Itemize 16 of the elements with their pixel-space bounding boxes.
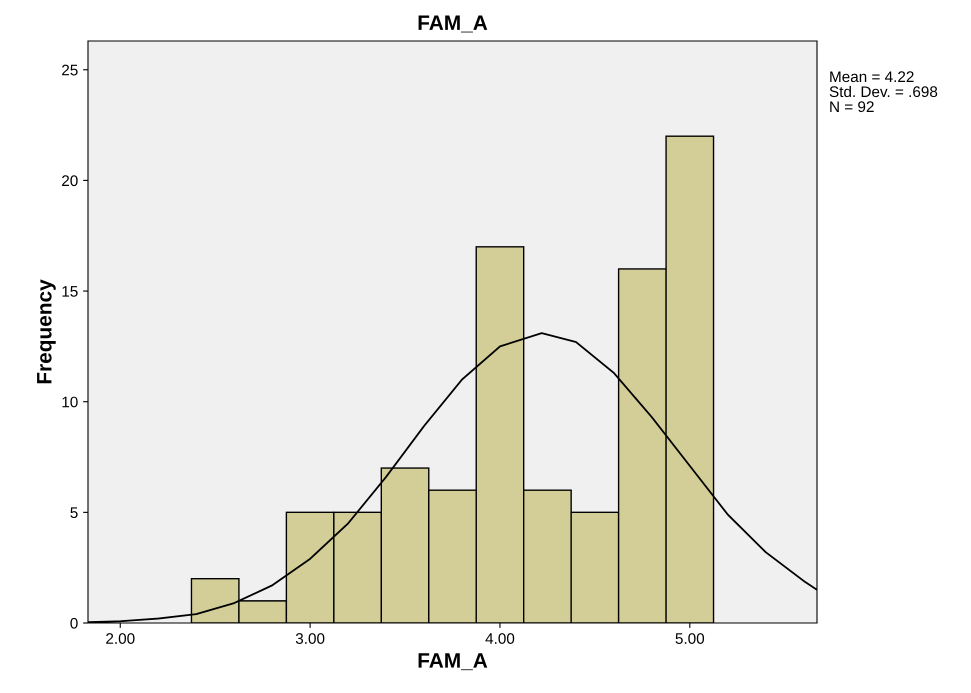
y-tick-label: 10 [62,396,78,408]
x-tick-label: 5.00 [676,633,704,644]
text: N = 92 [830,101,874,112]
chart-title: FAM_A [418,16,488,32]
y-tick-label: 0 [70,618,78,629]
y-tick-label: 15 [62,286,78,297]
y-tick-label: 20 [62,175,78,186]
text: Std. Dev. = .698 [830,86,938,98]
x-tick-label: 3.00 [296,633,324,644]
x-axis-title: FAM_A [418,653,488,670]
y-axis-title: Frequency [37,279,56,384]
y-tick-label: 25 [62,64,78,76]
y-tick-label: 5 [70,507,78,518]
text: Mean = 4.22 [830,71,914,82]
x-tick-label: 4.00 [485,633,514,644]
x-tick-label: 2.00 [106,633,135,644]
